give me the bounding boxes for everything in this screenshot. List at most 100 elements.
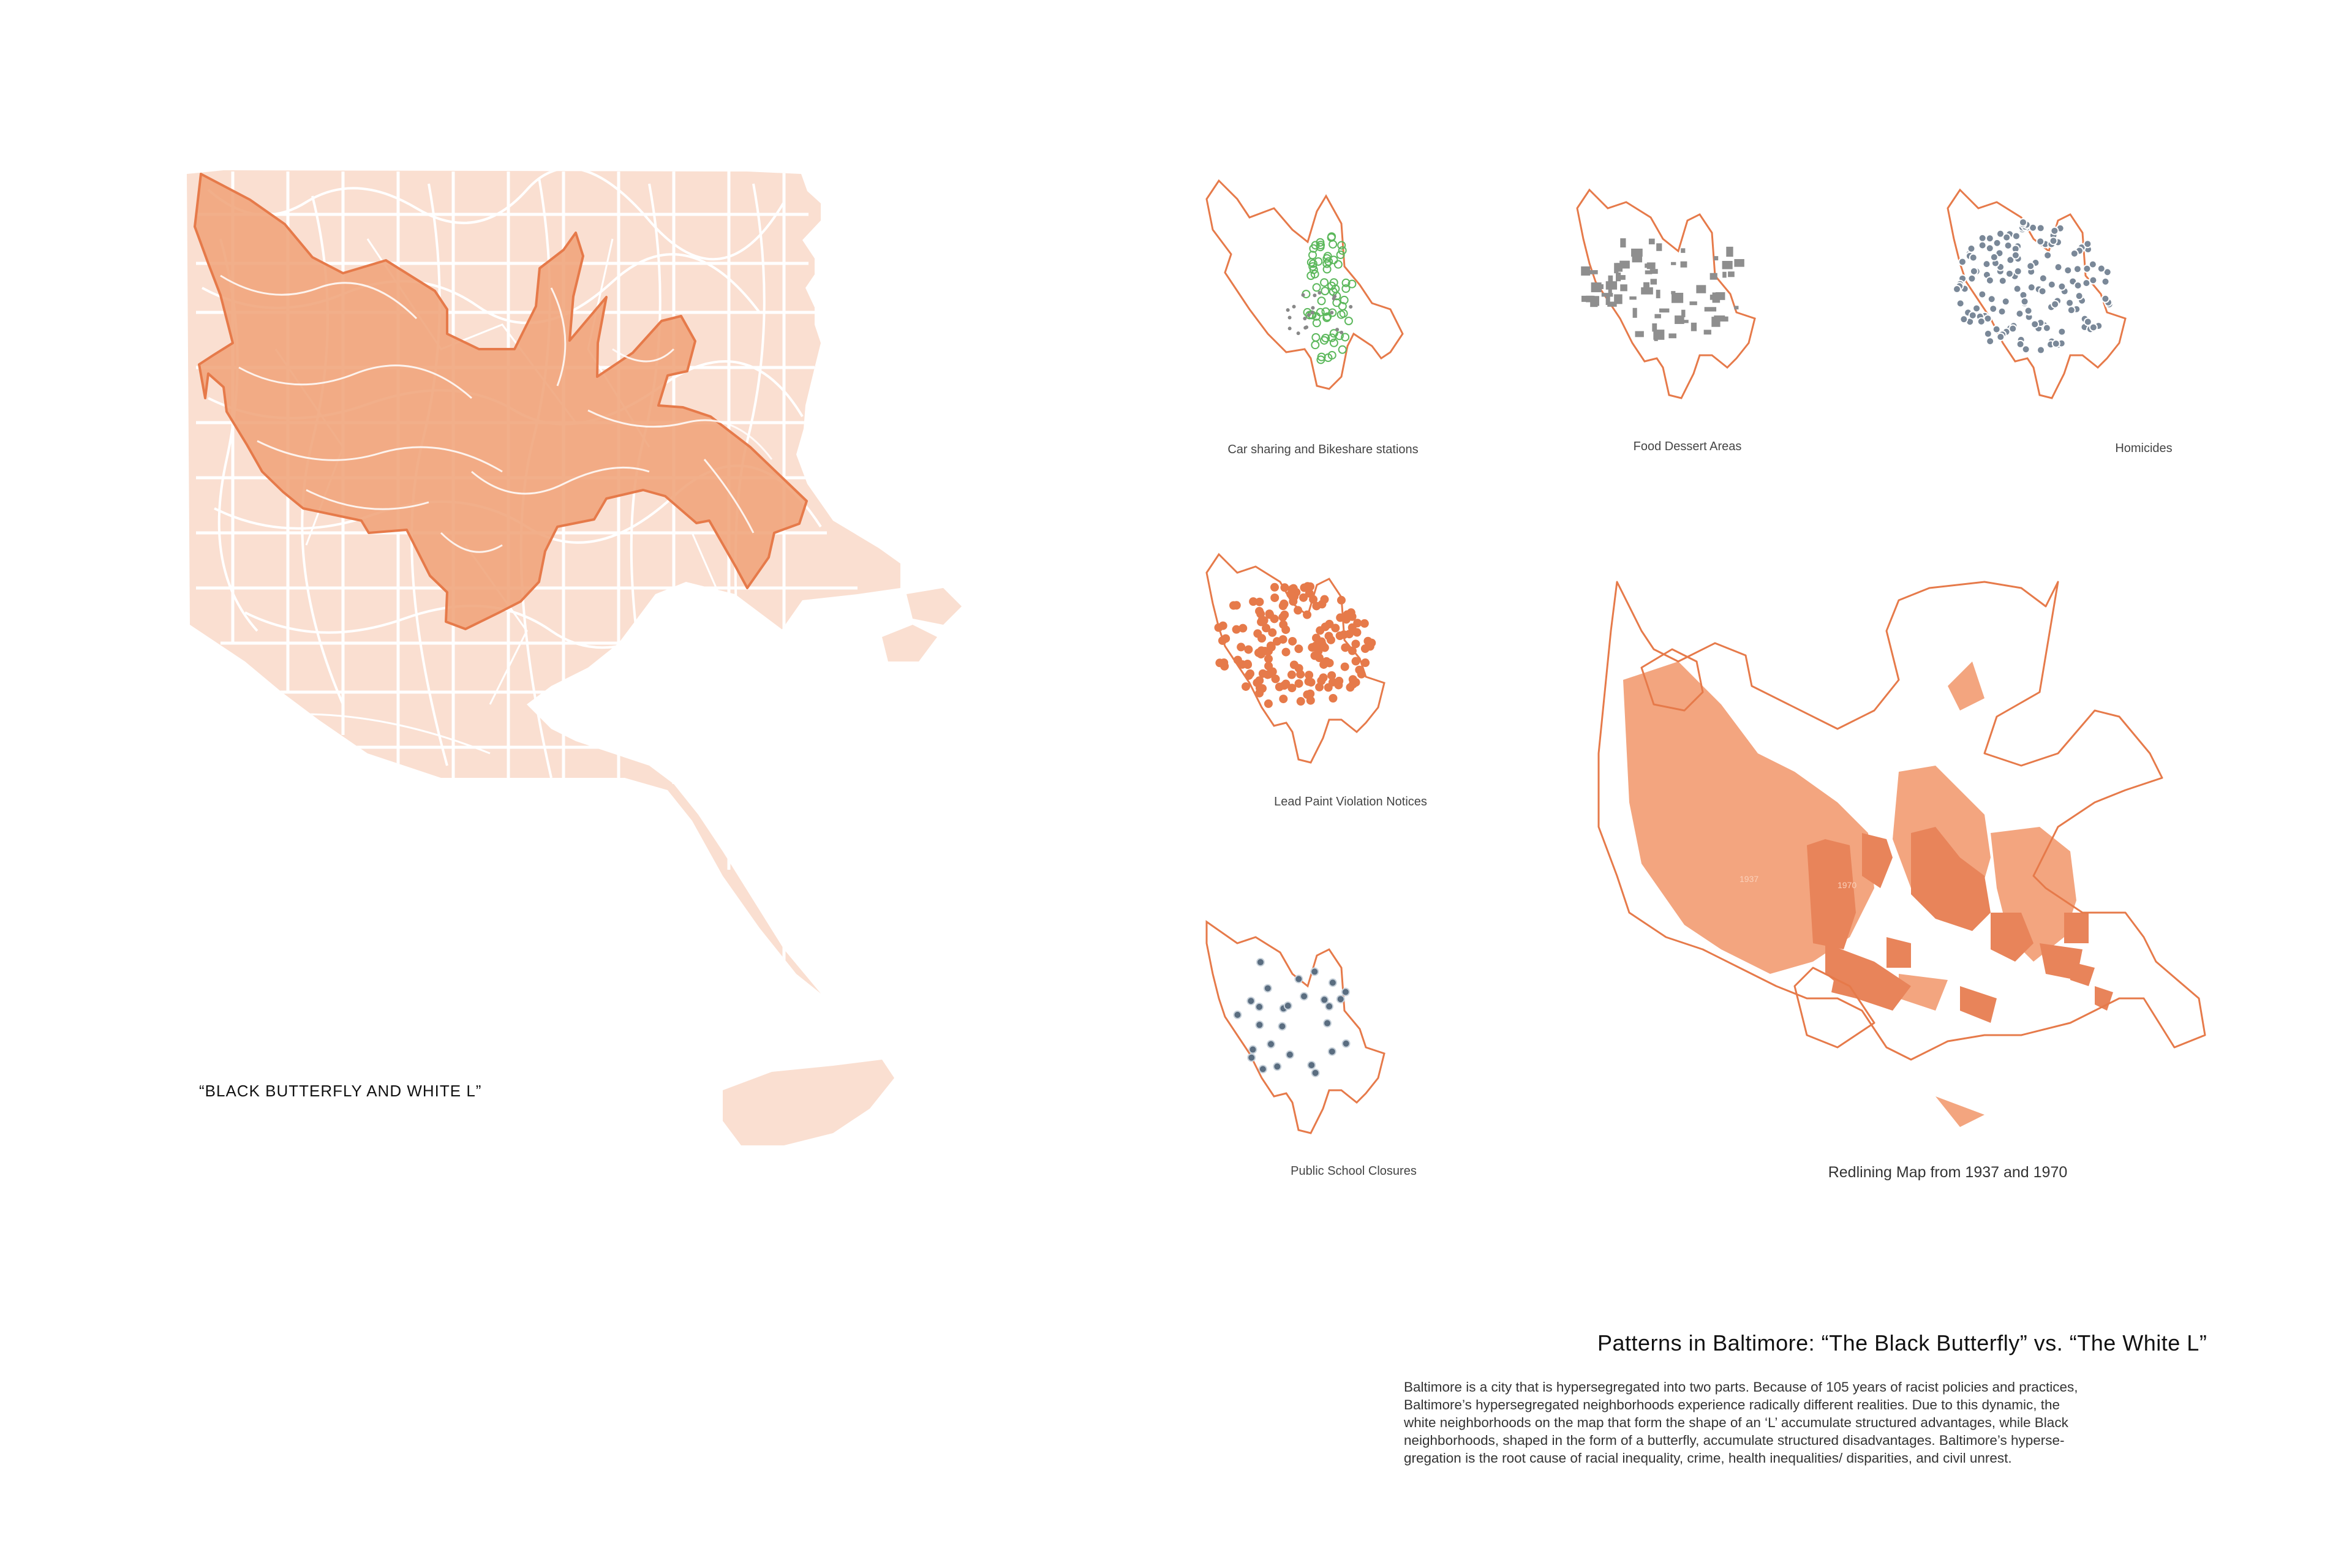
lead-paint-marker [1278, 601, 1287, 611]
homicide-marker [1992, 238, 2002, 247]
bikeshare-station-marker [1312, 283, 1321, 292]
lead-paint-markers [1214, 582, 1376, 708]
lead-paint-marker [1232, 625, 1241, 634]
homicide-marker [2065, 298, 2075, 307]
lead-paint-marker [1341, 643, 1350, 652]
food-dessert-patch [1643, 282, 1649, 289]
food-dessert-patch [1649, 269, 1658, 274]
homicide-marker [2049, 236, 2058, 246]
lead-paint-marker [1294, 606, 1303, 615]
food-dessert-patch [1620, 238, 1626, 248]
homicide-marker [2097, 264, 2106, 273]
food-dessert-patch [1616, 263, 1623, 272]
homicide-marker [2026, 262, 2035, 271]
homicide-marker [1987, 295, 1996, 304]
lead-paint-marker [1238, 624, 1248, 633]
lead-paint-marker [1314, 653, 1324, 662]
food-dessert-patch [1691, 322, 1697, 331]
small-map-caption: Food Dessert Areas [1634, 440, 1742, 453]
bikeshare-station-marker [1317, 296, 1326, 306]
school-closure-marker [1307, 1060, 1316, 1069]
homicide-marker [1985, 276, 1994, 285]
homicide-marker [1959, 315, 1969, 324]
lead-paint-marker [1253, 678, 1262, 687]
lead-paint-marker [1360, 644, 1370, 654]
food-dessert-patch [1671, 262, 1676, 265]
school-closure-marker [1247, 1053, 1256, 1062]
lead-paint-marker [1229, 601, 1238, 610]
lead-paint-marker [1255, 688, 1264, 698]
homicide-marker [2008, 324, 2018, 333]
lead-paint-marker [1317, 600, 1327, 609]
food-dessert-patches [1581, 238, 1744, 341]
school-closure-marker [1267, 1039, 1276, 1049]
school-closure-marker [1300, 992, 1309, 1001]
food-dessert-patch [1614, 263, 1619, 274]
label-1937: 1937 [1740, 874, 1758, 884]
school-closure-marker [1278, 1022, 1287, 1031]
food-dessert-patch [1675, 315, 1684, 324]
lead-paint-marker [1344, 630, 1354, 639]
school-closure-marker [1255, 1020, 1264, 1030]
south-peninsula [723, 1060, 894, 1145]
lead-paint-marker [1254, 648, 1263, 657]
food-dessert-patch [1722, 271, 1727, 278]
lead-paint-marker [1279, 695, 1288, 704]
food-dessert-patch [1629, 296, 1637, 300]
car-share-marker [1296, 331, 1300, 336]
car-share-marker [1287, 315, 1292, 320]
bikeshare-station-marker [1311, 312, 1321, 321]
homicide-marker [1985, 244, 1994, 253]
school-closure-marker [1283, 1001, 1292, 1011]
lead-paint-marker [1296, 697, 1305, 706]
bikeshare-station-marker [1338, 246, 1347, 255]
food-dessert-patch [1717, 316, 1728, 322]
bikeshare-station-marker [1312, 318, 1321, 328]
lead-paint-marker [1264, 662, 1273, 671]
homicide-marker [2050, 226, 2059, 235]
lead-paint-marker [1331, 624, 1340, 633]
homicide-marker [2005, 269, 2014, 278]
school-closure-marker [1263, 984, 1272, 993]
homicide-marker [1982, 260, 1991, 269]
car-share-marker [1286, 308, 1290, 312]
car-share-marker [1317, 290, 1322, 295]
lead-paint-marker [1355, 665, 1364, 674]
baltimore-main-map: “BLACK BUTTERFLY AND WHITE L” [187, 170, 980, 1145]
bikeshare-station-marker [1322, 254, 1332, 263]
food-dessert-patch [1619, 260, 1630, 269]
main-map-caption: “BLACK BUTTERFLY AND WHITE L” [199, 1082, 481, 1100]
redlining-map: L 760 620 1937 1970 Redlining Map from 1… [1597, 581, 2206, 1181]
lead-paint-marker [1315, 682, 1324, 692]
food-dessert-patch [1703, 330, 1711, 335]
car-share-marker [1330, 311, 1334, 315]
food-dessert-patch [1712, 292, 1721, 303]
bikeshare-station-marker [1336, 310, 1346, 319]
lead-paint-marker [1351, 657, 1360, 666]
homicide-marker [1967, 274, 1977, 283]
lead-paint-marker [1249, 597, 1258, 606]
lead-paint-marker [1335, 631, 1344, 640]
bikeshare-station-marker [1321, 287, 1330, 296]
lead-paint-marker [1281, 679, 1291, 688]
lead-paint-marker [1361, 658, 1370, 668]
homicide-marker [2027, 283, 2036, 292]
bikeshare-station-marker [1338, 345, 1347, 354]
small-map-lead-paint: Lead Paint Violation Notices [1205, 552, 1427, 809]
lead-paint-marker [1255, 597, 1264, 606]
homicide-marker [2070, 249, 2079, 258]
car-share-marker [1335, 328, 1340, 332]
food-dessert-patch [1728, 271, 1735, 277]
lead-paint-marker [1305, 589, 1314, 598]
lead-paint-marker [1255, 606, 1264, 616]
homicide-marker [2047, 280, 2056, 289]
lead-paint-marker [1275, 682, 1284, 692]
lead-paint-marker [1353, 619, 1362, 628]
school-closure-marker [1311, 1068, 1320, 1077]
homicide-marker [2082, 264, 2092, 273]
lead-paint-marker [1270, 593, 1280, 602]
homicide-marker [2042, 323, 2051, 333]
homicide-marker [2038, 274, 2048, 283]
bikeshare-station-marker [1308, 259, 1317, 268]
small-map-caption: Lead Paint Violation Notices [1274, 795, 1427, 809]
